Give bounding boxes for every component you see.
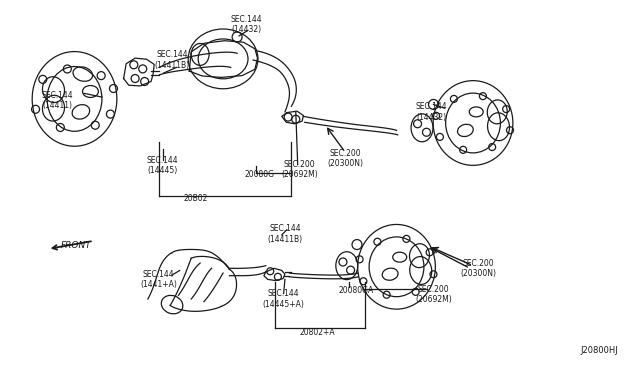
Text: SEC.144
(14432): SEC.144 (14432) — [231, 15, 262, 35]
Text: FRONT: FRONT — [61, 241, 92, 250]
Text: SEC.144
(14445+A): SEC.144 (14445+A) — [262, 289, 305, 309]
Text: SEC.200
(20300N): SEC.200 (20300N) — [460, 259, 496, 278]
Text: SEC.200
(20300N): SEC.200 (20300N) — [328, 148, 364, 168]
Text: SEC.200
(20692M): SEC.200 (20692M) — [281, 160, 318, 179]
Text: SEC.144
(14432): SEC.144 (14432) — [416, 102, 447, 122]
Text: 20080G: 20080G — [244, 170, 275, 179]
Text: J20800HJ: J20800HJ — [580, 346, 618, 355]
Text: SEC.144
(14445): SEC.144 (14445) — [147, 156, 179, 175]
Text: 20B02: 20B02 — [184, 195, 208, 203]
Text: 20080GA: 20080GA — [338, 286, 373, 295]
Text: SEC.200
(20692M): SEC.200 (20692M) — [415, 285, 452, 304]
Text: 20802+A: 20802+A — [300, 328, 335, 337]
Text: SEC.144
(1441+A): SEC.144 (1441+A) — [140, 270, 177, 289]
Text: SEC.144
(14411B): SEC.144 (14411B) — [268, 224, 303, 244]
Text: SEC.144
(14411B): SEC.144 (14411B) — [154, 50, 189, 70]
Text: SEC.144
(14411): SEC.144 (14411) — [42, 91, 73, 110]
